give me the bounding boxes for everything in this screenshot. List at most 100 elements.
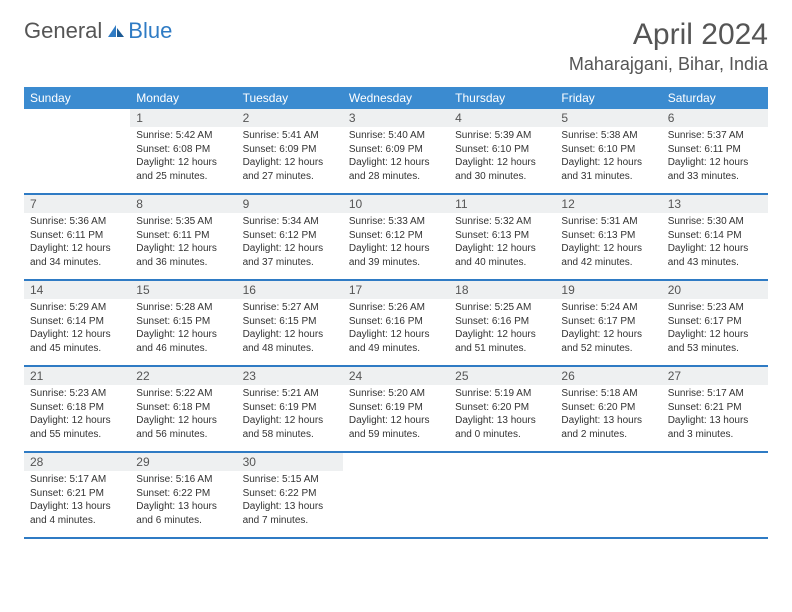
detail-line: Sunset: 6:13 PM xyxy=(455,229,549,243)
calendar-cell: 15Sunrise: 5:28 AMSunset: 6:15 PMDayligh… xyxy=(130,281,236,365)
calendar-cell: 22Sunrise: 5:22 AMSunset: 6:18 PMDayligh… xyxy=(130,367,236,451)
day-details: Sunrise: 5:19 AMSunset: 6:20 PMDaylight:… xyxy=(449,385,555,445)
day-number: 17 xyxy=(343,281,449,299)
detail-line: Daylight: 12 hours xyxy=(455,328,549,342)
calendar-cell: 20Sunrise: 5:23 AMSunset: 6:17 PMDayligh… xyxy=(662,281,768,365)
detail-line: and 49 minutes. xyxy=(349,342,443,356)
detail-line: and 33 minutes. xyxy=(668,170,762,184)
detail-line: Sunset: 6:11 PM xyxy=(136,229,230,243)
detail-line: Daylight: 12 hours xyxy=(30,242,124,256)
day-number: 10 xyxy=(343,195,449,213)
detail-line: and 36 minutes. xyxy=(136,256,230,270)
detail-line: Sunrise: 5:15 AM xyxy=(243,473,337,487)
calendar-cell: 14Sunrise: 5:29 AMSunset: 6:14 PMDayligh… xyxy=(24,281,130,365)
day-number: 9 xyxy=(237,195,343,213)
calendar-cell: 1Sunrise: 5:42 AMSunset: 6:08 PMDaylight… xyxy=(130,109,236,193)
day-details: Sunrise: 5:20 AMSunset: 6:19 PMDaylight:… xyxy=(343,385,449,445)
detail-line: and 45 minutes. xyxy=(30,342,124,356)
detail-line: Sunrise: 5:25 AM xyxy=(455,301,549,315)
detail-line: Sunset: 6:19 PM xyxy=(349,401,443,415)
day-details: Sunrise: 5:17 AMSunset: 6:21 PMDaylight:… xyxy=(24,471,130,531)
calendar-cell: 17Sunrise: 5:26 AMSunset: 6:16 PMDayligh… xyxy=(343,281,449,365)
calendar-cell: 21Sunrise: 5:23 AMSunset: 6:18 PMDayligh… xyxy=(24,367,130,451)
week-row: 7Sunrise: 5:36 AMSunset: 6:11 PMDaylight… xyxy=(24,195,768,281)
calendar-cell: 23Sunrise: 5:21 AMSunset: 6:19 PMDayligh… xyxy=(237,367,343,451)
calendar-cell: 24Sunrise: 5:20 AMSunset: 6:19 PMDayligh… xyxy=(343,367,449,451)
calendar-cell: 3Sunrise: 5:40 AMSunset: 6:09 PMDaylight… xyxy=(343,109,449,193)
day-headers-row: SundayMondayTuesdayWednesdayThursdayFrid… xyxy=(24,87,768,109)
week-row: 21Sunrise: 5:23 AMSunset: 6:18 PMDayligh… xyxy=(24,367,768,453)
calendar-cell: 28Sunrise: 5:17 AMSunset: 6:21 PMDayligh… xyxy=(24,453,130,537)
day-number: 11 xyxy=(449,195,555,213)
day-number: 23 xyxy=(237,367,343,385)
calendar-cell: 11Sunrise: 5:32 AMSunset: 6:13 PMDayligh… xyxy=(449,195,555,279)
detail-line: Daylight: 12 hours xyxy=(136,328,230,342)
detail-line: Daylight: 12 hours xyxy=(243,414,337,428)
detail-line: and 46 minutes. xyxy=(136,342,230,356)
day-details: Sunrise: 5:22 AMSunset: 6:18 PMDaylight:… xyxy=(130,385,236,445)
day-details: Sunrise: 5:33 AMSunset: 6:12 PMDaylight:… xyxy=(343,213,449,273)
title-block: April 2024 Maharajgani, Bihar, India xyxy=(569,18,768,75)
day-details: Sunrise: 5:30 AMSunset: 6:14 PMDaylight:… xyxy=(662,213,768,273)
detail-line: Sunrise: 5:38 AM xyxy=(561,129,655,143)
day-details: Sunrise: 5:23 AMSunset: 6:17 PMDaylight:… xyxy=(662,299,768,359)
calendar-cell: 25Sunrise: 5:19 AMSunset: 6:20 PMDayligh… xyxy=(449,367,555,451)
calendar-cell: 8Sunrise: 5:35 AMSunset: 6:11 PMDaylight… xyxy=(130,195,236,279)
detail-line: Sunrise: 5:24 AM xyxy=(561,301,655,315)
detail-line: Daylight: 12 hours xyxy=(668,328,762,342)
day-number: 3 xyxy=(343,109,449,127)
day-number: 6 xyxy=(662,109,768,127)
detail-line: Daylight: 12 hours xyxy=(349,328,443,342)
calendar-cell: 7Sunrise: 5:36 AMSunset: 6:11 PMDaylight… xyxy=(24,195,130,279)
day-details: Sunrise: 5:36 AMSunset: 6:11 PMDaylight:… xyxy=(24,213,130,273)
calendar-cell: 27Sunrise: 5:17 AMSunset: 6:21 PMDayligh… xyxy=(662,367,768,451)
detail-line: Daylight: 12 hours xyxy=(136,414,230,428)
detail-line: Sunset: 6:19 PM xyxy=(243,401,337,415)
detail-line: Sunset: 6:08 PM xyxy=(136,143,230,157)
detail-line: Daylight: 12 hours xyxy=(349,414,443,428)
day-number: 13 xyxy=(662,195,768,213)
day-number: 14 xyxy=(24,281,130,299)
calendar-cell: 26Sunrise: 5:18 AMSunset: 6:20 PMDayligh… xyxy=(555,367,661,451)
detail-line: Sunset: 6:11 PM xyxy=(668,143,762,157)
day-number: 18 xyxy=(449,281,555,299)
day-number: 8 xyxy=(130,195,236,213)
detail-line: Daylight: 13 hours xyxy=(136,500,230,514)
detail-line: Daylight: 12 hours xyxy=(136,156,230,170)
day-number: 7 xyxy=(24,195,130,213)
day-details: Sunrise: 5:42 AMSunset: 6:08 PMDaylight:… xyxy=(130,127,236,187)
detail-line: and 34 minutes. xyxy=(30,256,124,270)
detail-line: Daylight: 12 hours xyxy=(349,156,443,170)
calendar-cell: 19Sunrise: 5:24 AMSunset: 6:17 PMDayligh… xyxy=(555,281,661,365)
detail-line: Sunset: 6:09 PM xyxy=(349,143,443,157)
detail-line: and 39 minutes. xyxy=(349,256,443,270)
detail-line: and 48 minutes. xyxy=(243,342,337,356)
day-header: Tuesday xyxy=(237,87,343,109)
day-header: Friday xyxy=(555,87,661,109)
detail-line: and 42 minutes. xyxy=(561,256,655,270)
calendar-cell xyxy=(662,453,768,537)
detail-line: Daylight: 12 hours xyxy=(668,242,762,256)
detail-line: and 6 minutes. xyxy=(136,514,230,528)
detail-line: and 55 minutes. xyxy=(30,428,124,442)
detail-line: Sunset: 6:18 PM xyxy=(30,401,124,415)
detail-line: and 51 minutes. xyxy=(455,342,549,356)
day-number: 15 xyxy=(130,281,236,299)
day-number: 20 xyxy=(662,281,768,299)
calendar-cell: 2Sunrise: 5:41 AMSunset: 6:09 PMDaylight… xyxy=(237,109,343,193)
detail-line: Daylight: 12 hours xyxy=(243,156,337,170)
detail-line: Daylight: 13 hours xyxy=(30,500,124,514)
month-title: April 2024 xyxy=(569,18,768,52)
day-details: Sunrise: 5:32 AMSunset: 6:13 PMDaylight:… xyxy=(449,213,555,273)
detail-line: Sunrise: 5:27 AM xyxy=(243,301,337,315)
detail-line: Daylight: 12 hours xyxy=(349,242,443,256)
detail-line: Sunset: 6:17 PM xyxy=(561,315,655,329)
calendar-cell: 30Sunrise: 5:15 AMSunset: 6:22 PMDayligh… xyxy=(237,453,343,537)
detail-line: Sunset: 6:11 PM xyxy=(30,229,124,243)
detail-line: Daylight: 12 hours xyxy=(668,156,762,170)
day-details: Sunrise: 5:40 AMSunset: 6:09 PMDaylight:… xyxy=(343,127,449,187)
calendar-cell: 9Sunrise: 5:34 AMSunset: 6:12 PMDaylight… xyxy=(237,195,343,279)
detail-line: Sunset: 6:13 PM xyxy=(561,229,655,243)
detail-line: Sunrise: 5:31 AM xyxy=(561,215,655,229)
detail-line: Daylight: 13 hours xyxy=(455,414,549,428)
